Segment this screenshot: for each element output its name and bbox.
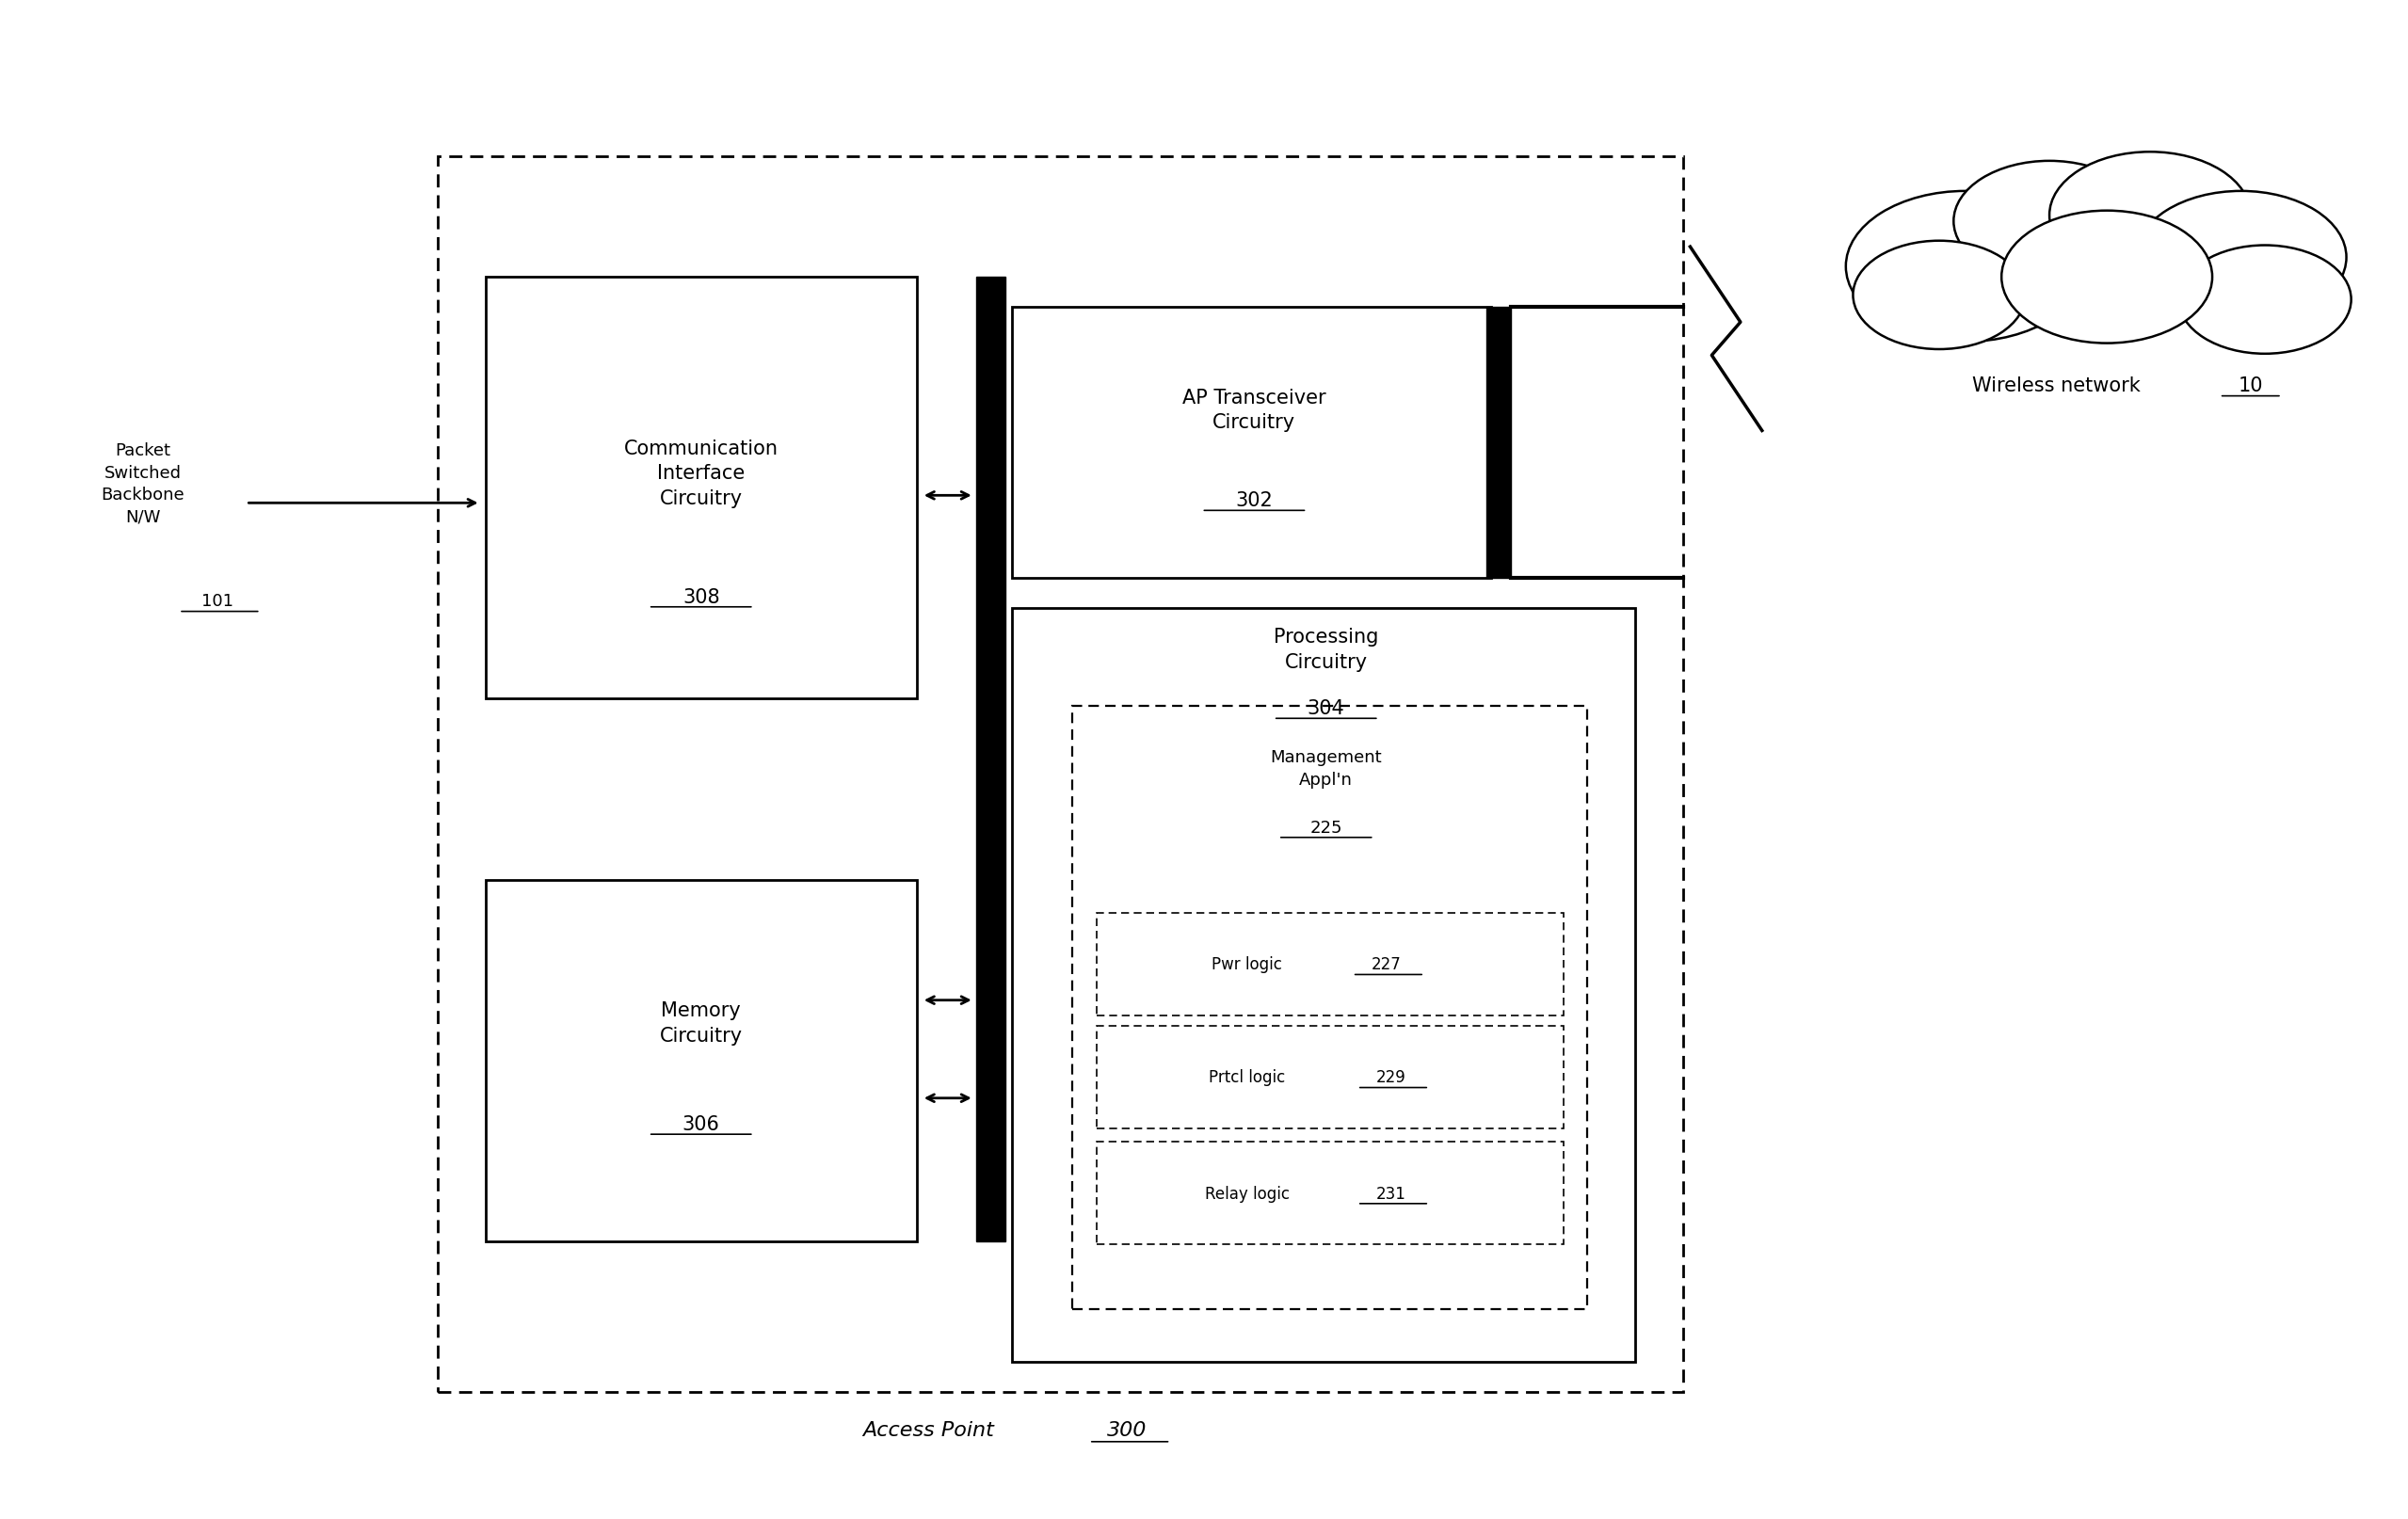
Circle shape xyxy=(1847,191,2085,342)
FancyBboxPatch shape xyxy=(1096,1142,1563,1244)
Text: Pwr logic: Pwr logic xyxy=(1211,955,1283,972)
Text: 225: 225 xyxy=(1310,819,1341,835)
Text: 308: 308 xyxy=(681,588,720,606)
Text: Relay logic: Relay logic xyxy=(1204,1185,1288,1202)
Text: AP Transceiver
Circuitry: AP Transceiver Circuitry xyxy=(1182,389,1327,431)
Circle shape xyxy=(2136,191,2345,324)
Text: 306: 306 xyxy=(681,1115,720,1133)
FancyBboxPatch shape xyxy=(1072,706,1587,1309)
FancyBboxPatch shape xyxy=(438,156,1683,1391)
Text: Communication
Interface
Circuitry: Communication Interface Circuitry xyxy=(624,439,778,507)
FancyBboxPatch shape xyxy=(1486,308,1510,579)
Text: Management
Appl'n: Management Appl'n xyxy=(1271,749,1382,788)
Text: Processing
Circuitry: Processing Circuitry xyxy=(1274,627,1377,671)
Text: Packet
Switched
Backbone
N/W: Packet Switched Backbone N/W xyxy=(101,442,185,526)
FancyBboxPatch shape xyxy=(486,880,917,1241)
Circle shape xyxy=(2049,152,2251,279)
Text: 101: 101 xyxy=(202,592,234,609)
FancyBboxPatch shape xyxy=(1011,609,1635,1363)
Text: Wireless network: Wireless network xyxy=(1972,377,2141,395)
Text: 229: 229 xyxy=(1375,1069,1406,1086)
Circle shape xyxy=(2001,211,2213,343)
Text: 10: 10 xyxy=(2237,377,2264,395)
Circle shape xyxy=(1854,242,2025,349)
Text: 231: 231 xyxy=(1375,1185,1406,1202)
Text: 302: 302 xyxy=(1235,491,1274,510)
Text: Memory
Circuitry: Memory Circuitry xyxy=(660,1001,742,1045)
Circle shape xyxy=(2179,246,2350,354)
FancyBboxPatch shape xyxy=(1011,308,1491,579)
FancyBboxPatch shape xyxy=(978,278,1004,1241)
FancyBboxPatch shape xyxy=(1096,913,1563,1016)
Text: Access Point: Access Point xyxy=(862,1420,995,1438)
FancyBboxPatch shape xyxy=(1096,1025,1563,1129)
Text: 227: 227 xyxy=(1370,955,1401,972)
Circle shape xyxy=(1953,161,2146,283)
Text: 300: 300 xyxy=(1108,1420,1146,1438)
FancyBboxPatch shape xyxy=(486,278,917,699)
Text: 304: 304 xyxy=(1308,699,1344,717)
Text: Prtcl logic: Prtcl logic xyxy=(1209,1069,1286,1086)
